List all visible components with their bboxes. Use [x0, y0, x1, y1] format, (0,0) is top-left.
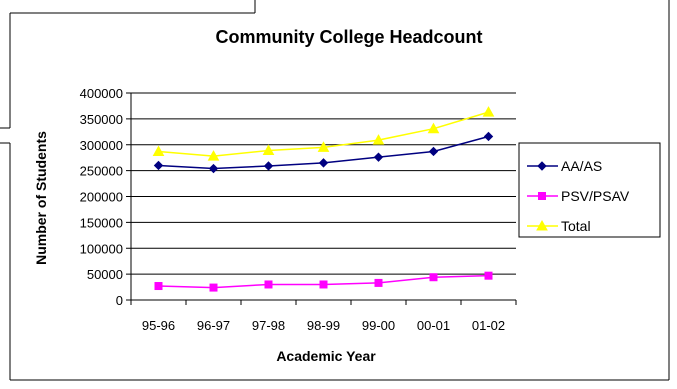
data-point-diamond: [208, 163, 219, 174]
legend-item: PSV/PSAV: [527, 188, 630, 204]
legend: AA/AS PSV/PSAV Total: [518, 142, 661, 238]
data-point-triangle: [317, 141, 330, 152]
y-tick-label: 400000: [80, 86, 123, 101]
data-point-diamond: [153, 160, 164, 171]
series: [152, 106, 495, 292]
cropped-left-frame: [0, 127, 10, 144]
x-axis-title: Academic Year: [276, 348, 376, 364]
x-tick-label: 97-98: [252, 318, 285, 333]
data-point-diamond: [318, 158, 329, 168]
legend-item: AA/AS: [527, 158, 602, 174]
series-psv-psav: [154, 271, 493, 292]
data-point-square: [429, 273, 438, 282]
gridlines: [131, 92, 516, 275]
data-point-square: [154, 282, 163, 291]
data-point-diamond: [483, 131, 494, 142]
data-point-triangle: [152, 145, 165, 156]
x-tick-label: 96-97: [197, 318, 230, 333]
data-point-triangle: [536, 219, 548, 231]
data-point-square: [538, 192, 546, 200]
legend-label: Total: [561, 218, 591, 234]
data-point-triangle: [427, 122, 440, 134]
x-tick-label: 99-00: [362, 318, 395, 333]
y-tick-label: 350000: [80, 112, 123, 127]
data-point-diamond: [428, 146, 439, 157]
data-point-diamond: [263, 161, 274, 171]
y-tick-label: 300000: [80, 138, 123, 153]
data-point-triangle: [262, 144, 275, 155]
x-tick-label: 95-96: [142, 318, 175, 333]
y-tick-label: 250000: [80, 164, 123, 179]
data-point-square: [264, 280, 273, 289]
legend-label: PSV/PSAV: [561, 188, 630, 204]
y-axis-title: Number of Students: [33, 131, 49, 265]
x-tick-label: 01-02: [472, 318, 505, 333]
chart-frame: [9, 0, 670, 381]
legend-label: AA/AS: [561, 158, 602, 174]
series-total: [152, 106, 495, 161]
data-point-square: [374, 278, 383, 287]
y-tick-label: 150000: [80, 215, 123, 230]
x-tick-labels: 95-96 96-97 97-98 98-99 99-00 00-01 01-02: [142, 318, 505, 333]
y-tick-label: 50000: [87, 267, 123, 282]
data-point-diamond: [373, 152, 384, 162]
data-point-triangle: [482, 106, 495, 117]
legend-item: Total: [527, 218, 591, 234]
x-tick-label: 00-01: [417, 318, 450, 333]
x-tick-label: 98-99: [307, 318, 340, 333]
y-tick-label: 100000: [80, 241, 123, 256]
y-tick-labels: 0 50000 100000 150000 200000 250000 300000 3500…: [80, 86, 123, 308]
data-point-square: [484, 271, 493, 280]
data-point-square: [319, 280, 328, 289]
data-point-square: [209, 283, 218, 292]
data-point-triangle: [372, 134, 385, 145]
y-tick-label: 200000: [80, 190, 123, 205]
data-point-diamond: [537, 161, 547, 171]
data-point-triangle: [207, 150, 220, 161]
axes: [126, 92, 517, 305]
chart-title: Community College Headcount: [215, 27, 482, 47]
series-aa-as: [153, 131, 494, 174]
y-tick-label: 0: [116, 293, 123, 308]
